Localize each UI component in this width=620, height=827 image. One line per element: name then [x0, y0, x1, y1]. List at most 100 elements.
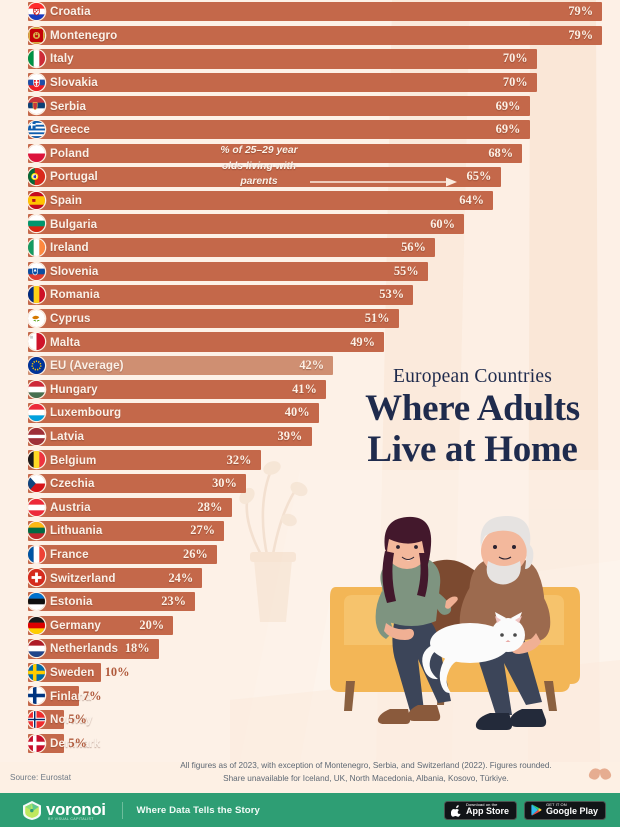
google-play-badge[interactable]: GET IT ON Google Play — [523, 800, 606, 820]
app-store-badge[interactable]: Download on the App Store — [443, 800, 517, 820]
bar-slovenia — [28, 261, 428, 281]
bar-value-label: 7% — [82, 688, 102, 703]
bar-value-label: 20% — [139, 617, 165, 632]
bar-croatia — [28, 2, 603, 22]
bar-value-label: 23% — [161, 594, 186, 609]
table-row[interactable]: EU (Average) 42% — [0, 354, 620, 378]
table-row[interactable]: Denmark 5% — [0, 732, 620, 756]
bar-value-label: 53% — [379, 287, 405, 302]
country-label: Cyprus — [50, 312, 91, 326]
flag-icon-latvia — [28, 427, 45, 445]
table-row[interactable]: Latvia 39% — [0, 425, 620, 449]
table-row[interactable]: Finland 7% — [0, 684, 620, 708]
bar-value-label: 32% — [226, 452, 252, 467]
title-line-1: Where Adults — [365, 388, 580, 429]
annotation-line-2: olds living with — [221, 160, 297, 172]
bar-value-label: 79% — [568, 27, 594, 42]
table-row[interactable]: Czechia 30% — [0, 472, 620, 496]
table-row[interactable]: Spain 64% — [0, 189, 620, 213]
flag-icon-italy — [28, 50, 45, 68]
country-label: Lithuania — [50, 524, 103, 538]
bar-belgium — [28, 450, 261, 470]
voronoi-subtitle: BY VISUAL CAPITALIST — [48, 817, 94, 821]
app-store-label: App Store — [465, 806, 509, 817]
bar-value-label: 40% — [284, 405, 310, 420]
country-label: Germany — [50, 618, 101, 632]
table-row[interactable]: Belgium 32% — [0, 448, 620, 472]
table-row[interactable]: Sweden 10% — [0, 661, 620, 685]
table-row[interactable]: Luxembourg 40% — [0, 401, 620, 425]
table-row[interactable]: Montenegro 79% — [0, 24, 620, 48]
table-row[interactable]: Ireland 56% — [0, 236, 620, 260]
table-row[interactable]: Malta 49% — [0, 330, 620, 354]
country-label: Estonia — [50, 595, 93, 609]
bar-sweden — [28, 662, 101, 683]
bar-value-label: 68% — [488, 145, 514, 160]
country-label: Italy — [50, 52, 74, 66]
table-row[interactable]: Germany 20% — [0, 614, 620, 638]
bar-serbia — [28, 96, 530, 116]
bar-value-label: 18% — [124, 641, 150, 656]
table-row[interactable]: Romania 53% — [0, 283, 620, 307]
country-label: Luxembourg — [50, 406, 122, 420]
flag-icon-cyprus — [28, 309, 45, 327]
country-label: EU (Average) — [50, 359, 124, 373]
table-row[interactable]: Cyprus 51% — [0, 307, 620, 331]
flag-icon-estonia — [28, 593, 45, 610]
flag-icon-montenegro — [28, 26, 45, 44]
table-row[interactable]: Slovenia 55% — [0, 260, 620, 284]
flag-icon-belgium — [28, 451, 45, 469]
voronoi-shield-icon — [23, 800, 41, 820]
bar-switzerland — [28, 568, 203, 588]
country-label: Croatia — [50, 5, 91, 19]
google-play-small-label: GET IT ON — [545, 802, 567, 808]
table-row[interactable]: Croatia 79% — [0, 0, 620, 24]
flag-icon-finland — [28, 687, 45, 705]
apple-icon — [450, 804, 461, 817]
table-row[interactable]: Austria 28% — [0, 496, 620, 520]
table-row[interactable]: Norway 5% — [0, 708, 620, 732]
bar-value-label: 56% — [401, 240, 426, 255]
bar-value-label: 42% — [299, 358, 325, 373]
bar-lithuania — [28, 521, 225, 541]
table-row[interactable]: Greece 69% — [0, 118, 620, 142]
page-title: European Countries Where Adults Live at … — [330, 366, 615, 469]
table-row[interactable]: Slovakia 70% — [0, 71, 620, 95]
table-row[interactable]: Hungary 41% — [0, 378, 620, 402]
country-label: Norway — [50, 713, 93, 727]
flag-icon-slovakia — [28, 73, 45, 91]
country-label: Austria — [50, 500, 91, 514]
flag-icon-norway — [28, 711, 45, 728]
table-row[interactable]: Lithuania 27% — [0, 519, 620, 543]
bar-value-label: 60% — [430, 216, 455, 231]
bar-austria — [28, 497, 232, 517]
table-row[interactable]: France 26% — [0, 543, 620, 567]
bar-bulgaria — [28, 214, 465, 234]
table-row[interactable]: Switzerland 24% — [0, 566, 620, 590]
flag-icon-lithuania — [28, 522, 45, 540]
bar-luxembourg — [28, 403, 319, 423]
bar-malta — [28, 332, 385, 352]
table-row[interactable]: Serbia 69% — [0, 94, 620, 118]
country-label: Czechia — [50, 477, 95, 491]
bar-france — [28, 544, 218, 565]
bar-value-label: 70% — [502, 51, 528, 66]
table-row[interactable]: Estonia 23% — [0, 590, 620, 614]
brand-tagline: Where Data Tells the Story — [136, 804, 260, 816]
voronoi-logo[interactable]: voronoi BY VISUAL CAPITALIST — [22, 800, 106, 821]
country-label: Ireland — [50, 241, 89, 255]
table-row[interactable]: Italy 70% — [0, 47, 620, 71]
flag-icon-croatia — [28, 3, 45, 20]
country-label: Switzerland — [50, 571, 116, 585]
brand-divider — [121, 801, 123, 819]
flag-icon-poland — [28, 144, 45, 162]
country-label: Netherlands — [50, 642, 119, 656]
bar-value-label: 49% — [350, 334, 375, 349]
table-row[interactable]: Bulgaria 60% — [0, 212, 620, 236]
table-row[interactable]: Poland 68% — [0, 142, 620, 166]
country-label: Slovenia — [50, 264, 99, 278]
brand-footer-bar: voronoi BY VISUAL CAPITALIST Where Data … — [0, 793, 620, 827]
bar-value-label: 26% — [183, 547, 208, 562]
table-row[interactable]: Netherlands 18% — [0, 637, 620, 661]
country-label: Serbia — [50, 99, 87, 113]
